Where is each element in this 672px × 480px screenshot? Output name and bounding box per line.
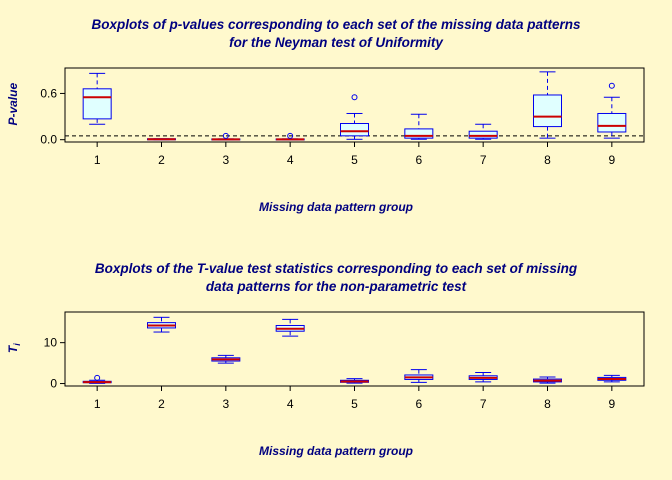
x-axis-label: Missing data pattern group: [258, 444, 413, 458]
y-axis-label: Ti: [5, 343, 23, 354]
svg-text:5: 5: [351, 397, 358, 411]
svg-text:3: 3: [222, 397, 229, 411]
svg-text:2: 2: [158, 397, 165, 411]
svg-text:2: 2: [158, 153, 165, 167]
svg-text:4: 4: [287, 153, 294, 167]
svg-text:3: 3: [222, 153, 229, 167]
x-axis-label: Missing data pattern group: [258, 200, 413, 214]
chart-title: Boxplots of p-values corresponding to ea…: [0, 16, 672, 52]
chart-pvalue-boxplots: Boxplots of p-values corresponding to ea…: [0, 4, 672, 214]
svg-text:7: 7: [480, 153, 487, 167]
svg-text:6: 6: [415, 397, 422, 411]
boxplot-svg: 0 10 1 2 3 4 5 6 7 8 9: [44, 311, 645, 411]
chart-tvalue-boxplots: Boxplots of the T-value test statistics …: [0, 248, 672, 458]
svg-text:7: 7: [480, 397, 487, 411]
y-axis-label: P-value: [5, 82, 20, 126]
chart-title-line-1: Boxplots of p-values corresponding to ea…: [91, 17, 581, 32]
chart-title: Boxplots of the T-value test statistics …: [0, 260, 672, 296]
boxplot-svg: 0.0 0.6 1 2 3 4 5 6 7 8 9: [40, 67, 645, 167]
svg-text:10: 10: [44, 336, 58, 350]
svg-text:0.6: 0.6: [40, 86, 57, 100]
svg-text:4: 4: [287, 397, 294, 411]
svg-text:0: 0: [50, 377, 57, 391]
svg-text:0.0: 0.0: [40, 133, 57, 147]
plot-area: P-value 0.0 0.6 1 2 3 4 5 6 7 8 9: [0, 62, 672, 174]
svg-text:8: 8: [544, 397, 551, 411]
chart-title-line-2: data patterns for the non-parametric tes…: [205, 279, 467, 294]
svg-text:9: 9: [608, 397, 615, 411]
svg-text:6: 6: [415, 153, 422, 167]
svg-text:1: 1: [94, 397, 101, 411]
svg-text:5: 5: [351, 153, 358, 167]
svg-text:1: 1: [94, 153, 101, 167]
svg-text:8: 8: [544, 153, 551, 167]
chart-title-line-2: for the Neyman test of Uniformity: [229, 35, 443, 50]
chart-title-line-1: Boxplots of the T-value test statistics …: [94, 261, 578, 276]
svg-text:9: 9: [608, 153, 615, 167]
plot-area: Ti 0 10 1 2 3 4 5 6 7 8 9: [0, 306, 672, 418]
